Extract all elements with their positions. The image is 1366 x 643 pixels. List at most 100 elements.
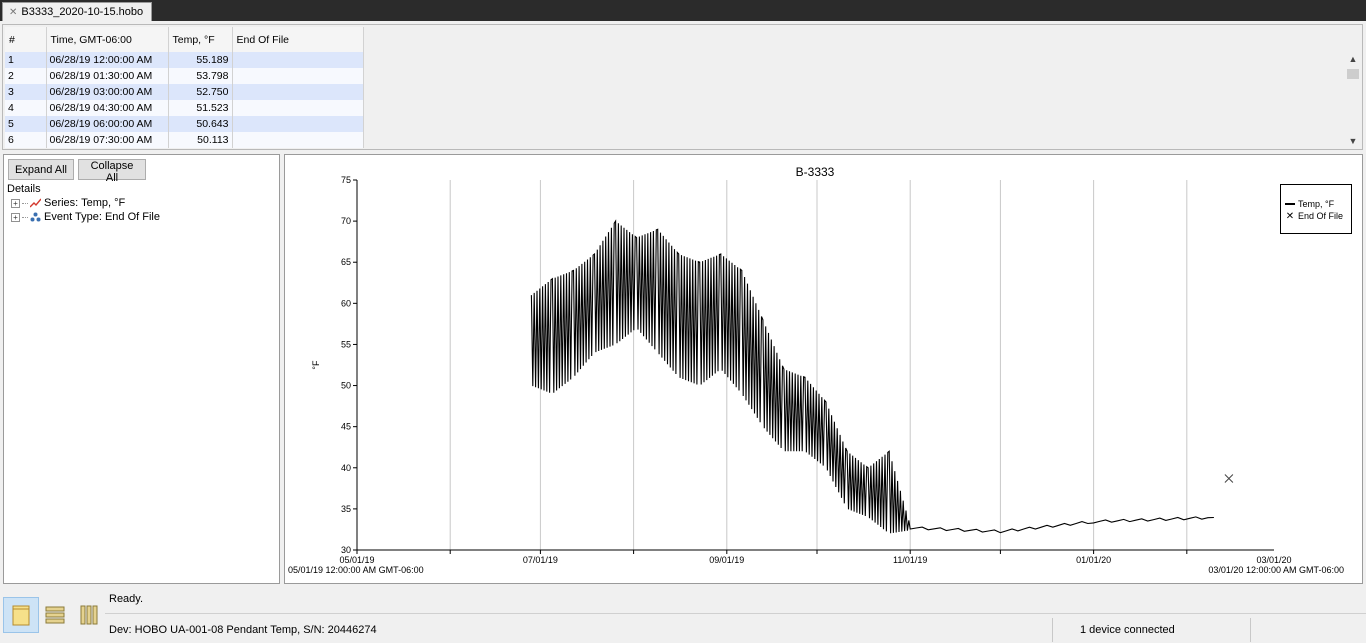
status-connection-text: 1 device connected: [1080, 624, 1175, 636]
details-tree-root: Details: [7, 183, 41, 195]
y-tick-label: 65: [341, 257, 351, 267]
file-tab-title: B3333_2020-10-15.hobo: [21, 6, 144, 18]
horizontal-split-view-button[interactable]: [37, 597, 73, 633]
table-row[interactable]: 4 06/28/19 04:30:00 AM 51.523: [5, 100, 364, 116]
row-event: [232, 68, 364, 84]
y-tick-label: 30: [341, 545, 351, 555]
tree-item-event-type[interactable]: + Event Type: End Of File: [11, 210, 160, 224]
status-area: [0, 589, 1366, 643]
legend-x-marker-icon: ✕: [1285, 210, 1295, 222]
x-tick-label: 11/01/19: [893, 555, 927, 565]
row-temp: 55.189: [168, 52, 233, 68]
x-tick-label: 03/01/20: [1256, 555, 1291, 565]
close-tab-icon[interactable]: ✕: [9, 6, 18, 18]
y-tick-label: 60: [341, 298, 351, 308]
row-index: 3: [5, 84, 47, 100]
y-tick-label: 75: [341, 175, 351, 185]
row-event: [232, 84, 364, 100]
vertical-split-view-button[interactable]: [71, 597, 107, 633]
row-index: 6: [5, 132, 47, 148]
status-ready-text: Ready.: [109, 593, 144, 605]
row-temp: 50.113: [168, 132, 233, 148]
column-header-time[interactable]: Time, GMT-06:00: [46, 27, 169, 52]
row-index: 4: [5, 100, 47, 116]
chart-plot[interactable]: 30 35 40 45 50 55 60 65 70 75 °F 05/01/19 07/01/19 09…: [285, 155, 1362, 583]
chart-panel[interactable]: B-3333 30 35 40 45 50 55 60 65 70 75 °F 05/01/19 07/…: [284, 154, 1363, 584]
tab-bar: ✕ B3333_2020-10-15.hobo: [0, 0, 1366, 21]
y-tick-label: 45: [341, 422, 351, 432]
tree-item-series[interactable]: + Series: Temp, °F: [11, 196, 125, 210]
row-time: 06/28/19 01:30:00 AM: [46, 68, 169, 84]
row-event: [232, 100, 364, 116]
legend-series-label: Temp, °F: [1298, 199, 1335, 209]
row-event: [232, 132, 364, 148]
column-header-temp[interactable]: Temp, °F: [168, 27, 233, 52]
tree-connector: [22, 202, 28, 204]
row-event: [232, 52, 364, 68]
status-device-text: Dev: HOBO UA-001-08 Pendant Temp, S/N: 2…: [109, 624, 377, 636]
row-time: 06/28/19 07:30:00 AM: [46, 132, 169, 148]
series-line-icon: [30, 198, 41, 208]
table-row[interactable]: 1 06/28/19 12:00:00 AM 55.189: [5, 52, 364, 68]
chart-title: B-3333: [795, 165, 835, 179]
table-row[interactable]: 6 06/28/19 07:30:00 AM 50.113: [5, 132, 364, 148]
table-scrollbar[interactable]: ▲ ▼: [1346, 53, 1360, 147]
row-temp: 53.798: [168, 68, 233, 84]
event-type-icon: [30, 212, 41, 222]
row-temp: 51.523: [168, 100, 233, 116]
row-time: 06/28/19 03:00:00 AM: [46, 84, 169, 100]
status-separator: [1052, 618, 1053, 642]
end-of-file-marker: [1224, 474, 1234, 483]
expand-node-icon[interactable]: +: [11, 198, 20, 208]
row-time: 06/28/19 06:00:00 AM: [46, 116, 169, 132]
y-tick-label: 70: [341, 216, 351, 226]
chart-legend[interactable]: Temp, °F ✕ End Of File: [1280, 184, 1352, 234]
y-tick-label: 35: [341, 504, 351, 514]
status-separator: [1250, 618, 1251, 642]
tree-connector: [22, 216, 28, 218]
data-table-panel: # Time, GMT-06:00 Temp, °F End Of File 1…: [2, 24, 1363, 150]
row-temp: 50.643: [168, 116, 233, 132]
scrollbar-thumb[interactable]: [1347, 69, 1359, 79]
row-temp: 52.750: [168, 84, 233, 100]
column-header-end-of-file[interactable]: End Of File: [232, 27, 364, 52]
table-row[interactable]: 5 06/28/19 06:00:00 AM 50.643: [5, 116, 364, 132]
legend-item-series: Temp, °F: [1285, 198, 1351, 210]
table-view-button[interactable]: [3, 597, 39, 633]
y-axis-label: °F: [311, 360, 321, 370]
y-tick-label: 50: [341, 381, 351, 391]
expand-node-icon[interactable]: +: [11, 212, 20, 222]
scroll-down-icon[interactable]: ▼: [1348, 136, 1358, 146]
details-panel: Expand All Collapse All Details + Series…: [3, 154, 280, 584]
tree-item-label: Event Type: End Of File: [44, 211, 160, 223]
legend-item-event: ✕ End Of File: [1285, 210, 1351, 222]
row-time: 06/28/19 12:00:00 AM: [46, 52, 169, 68]
notepad-icon: [12, 605, 30, 626]
x-tick-label: 05/01/19: [339, 555, 374, 565]
row-index: 5: [5, 116, 47, 132]
table-row[interactable]: 3 06/28/19 03:00:00 AM 52.750: [5, 84, 364, 100]
table-row[interactable]: 2 06/28/19 01:30:00 AM 53.798: [5, 68, 364, 84]
column-header-index[interactable]: #: [5, 27, 47, 52]
tree-item-label: Series: Temp, °F: [44, 197, 126, 209]
data-table: # Time, GMT-06:00 Temp, °F End Of File 1…: [5, 27, 364, 148]
scroll-up-icon[interactable]: ▲: [1348, 54, 1358, 64]
legend-line-swatch: [1285, 203, 1295, 205]
x-tick-label: 09/01/19: [709, 555, 744, 565]
row-index: 1: [5, 52, 47, 68]
vertical-bars-icon: [80, 605, 98, 625]
collapse-all-button[interactable]: Collapse All: [78, 159, 146, 184]
x-range-end-label: 03/01/20 12:00:00 AM GMT-06:00: [1208, 565, 1344, 575]
x-range-start-label: 05/01/19 12:00:00 AM GMT-06:00: [288, 565, 424, 575]
row-time: 06/28/19 04:30:00 AM: [46, 100, 169, 116]
horizontal-bars-icon: [45, 606, 65, 624]
y-tick-label: 55: [341, 339, 351, 349]
expand-all-button[interactable]: Expand All: [8, 159, 74, 180]
legend-event-label: End Of File: [1298, 211, 1344, 221]
x-tick-label: 07/01/19: [523, 555, 558, 565]
file-tab[interactable]: ✕ B3333_2020-10-15.hobo: [2, 2, 152, 21]
x-tick-label: 01/01/20: [1076, 555, 1111, 565]
row-index: 2: [5, 68, 47, 84]
y-tick-label: 40: [341, 463, 351, 473]
row-event: [232, 116, 364, 132]
